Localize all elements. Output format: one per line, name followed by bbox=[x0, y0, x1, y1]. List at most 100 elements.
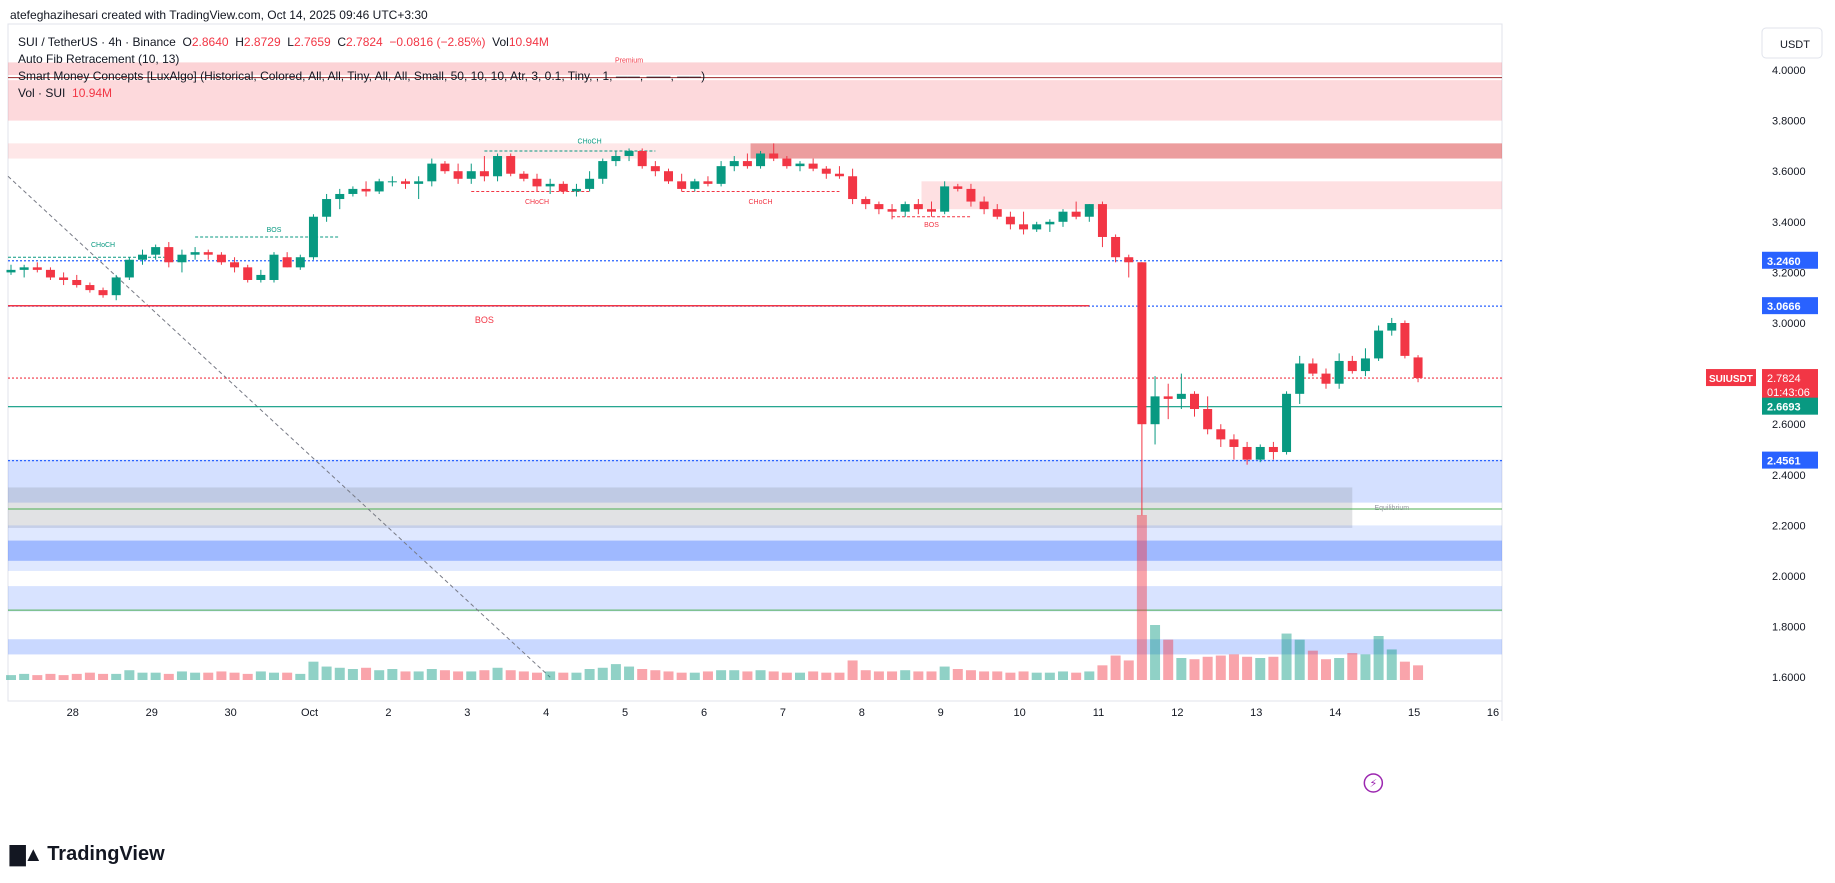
volume-bar bbox=[1347, 653, 1358, 680]
volume-bar bbox=[400, 671, 411, 680]
volume-bar bbox=[1031, 672, 1042, 680]
candle-body bbox=[269, 254, 279, 280]
volume-bar bbox=[597, 667, 608, 680]
candle-body bbox=[966, 188, 976, 202]
candle-body bbox=[1387, 323, 1397, 331]
volume-bar bbox=[768, 671, 779, 680]
price-tick-label: 3.4000 bbox=[1772, 217, 1806, 229]
volume-bar bbox=[1018, 671, 1029, 680]
discount-zone-2 bbox=[8, 639, 1502, 655]
order-block-bullish bbox=[8, 540, 1502, 561]
candle-body bbox=[1097, 204, 1107, 237]
chart-credit: atefeghazihesari created with TradingVie… bbox=[10, 8, 428, 22]
volume-bar bbox=[624, 666, 635, 680]
candle-body bbox=[558, 183, 568, 192]
candle-body bbox=[256, 274, 266, 280]
volume-bar bbox=[137, 672, 148, 680]
volume-bar bbox=[584, 669, 595, 680]
candle-body bbox=[45, 269, 55, 278]
price-tick-label: 2.2000 bbox=[1772, 520, 1806, 532]
candle-body bbox=[637, 150, 647, 167]
candle-body bbox=[887, 209, 897, 212]
smc-label: BOS bbox=[267, 227, 282, 234]
price-level-label: 2.4561 bbox=[1767, 456, 1801, 468]
candle-body bbox=[1019, 224, 1029, 230]
volume-bar bbox=[124, 670, 135, 680]
symbol-title: SUI / TetherUS · 4h · Binance bbox=[18, 35, 176, 49]
low-label: L bbox=[287, 35, 294, 49]
symbol-tag-label: SUIUSDT bbox=[1709, 374, 1753, 385]
volume-bar bbox=[1189, 659, 1200, 680]
volume-bar bbox=[308, 661, 319, 680]
candle-body bbox=[1111, 236, 1121, 258]
tradingview-logo[interactable]: ▇▲ TradingView bbox=[10, 842, 165, 867]
smc-label: Equilibrium bbox=[1374, 505, 1409, 512]
price-level-tag bbox=[1762, 397, 1818, 415]
volume-bar bbox=[729, 670, 740, 680]
volume-bar bbox=[1242, 656, 1253, 680]
candle-body bbox=[124, 259, 134, 278]
candle-body bbox=[992, 209, 1002, 217]
volume-bar bbox=[387, 669, 398, 680]
volume-bar bbox=[1307, 650, 1318, 680]
open-label: O bbox=[182, 35, 192, 49]
time-tick-label: 8 bbox=[859, 707, 865, 719]
candle-body bbox=[1400, 323, 1410, 356]
volume-bar bbox=[1360, 654, 1371, 680]
volume-bar bbox=[426, 669, 437, 680]
price-level-label: 3.0666 bbox=[1767, 301, 1801, 313]
candle-body bbox=[782, 158, 792, 167]
bar-countdown: 01:43:06 bbox=[1767, 387, 1810, 399]
candle-body bbox=[322, 199, 332, 217]
volume-bar bbox=[1084, 671, 1095, 680]
candle-body bbox=[940, 186, 950, 212]
candle-body bbox=[848, 176, 858, 200]
volume-bar bbox=[84, 672, 95, 680]
candle-body bbox=[111, 277, 121, 296]
indicator-fib-row[interactable]: Auto Fib Retracement (10, 13) bbox=[18, 52, 180, 66]
candle-body bbox=[506, 156, 516, 174]
candle-body bbox=[1347, 360, 1357, 372]
volume-bar bbox=[32, 675, 43, 680]
candle-body bbox=[821, 168, 831, 174]
currency-label: USDT bbox=[1780, 39, 1810, 51]
candle-body bbox=[308, 216, 318, 258]
symbol-legend-row[interactable]: SUI / TetherUS · 4h · Binance O2.8640 H2… bbox=[18, 34, 705, 51]
candle-body bbox=[1005, 216, 1015, 225]
candle-body bbox=[335, 193, 345, 200]
low-value: 2.7659 bbox=[293, 35, 331, 49]
volume-bar bbox=[1110, 655, 1121, 680]
volume-bar bbox=[532, 672, 542, 680]
volume-legend-row[interactable]: Vol · SUI 10.94M bbox=[18, 85, 705, 102]
last-price-label: 2.7824 bbox=[1767, 373, 1801, 385]
candle-body bbox=[1176, 393, 1186, 399]
volume-bar bbox=[795, 672, 805, 680]
candle-body bbox=[295, 257, 305, 268]
volume-bar bbox=[1202, 656, 1213, 680]
candle-body bbox=[164, 247, 174, 263]
volume-bar bbox=[742, 671, 753, 680]
price-level-label: 2.6693 bbox=[1767, 402, 1801, 414]
volume-bar bbox=[545, 671, 556, 680]
volume-bar bbox=[1136, 515, 1147, 680]
time-tick-label: 14 bbox=[1329, 707, 1341, 719]
candle-body bbox=[387, 181, 397, 183]
time-tick-label: 10 bbox=[1013, 707, 1025, 719]
currency-button bbox=[1761, 27, 1823, 59]
volume-bar bbox=[1058, 671, 1068, 680]
price-tick-label: 4.0000 bbox=[1772, 65, 1806, 77]
price-level-tag bbox=[1762, 451, 1818, 469]
volume-bar bbox=[334, 667, 345, 680]
candle-body bbox=[493, 156, 503, 177]
volume-bar bbox=[1399, 661, 1410, 680]
candle-body bbox=[834, 173, 844, 177]
volume-bar bbox=[887, 671, 898, 680]
volume-bar bbox=[45, 673, 56, 680]
candle-body bbox=[690, 181, 700, 189]
price-level-tag bbox=[1762, 297, 1818, 315]
volume-bar bbox=[1150, 625, 1161, 680]
indicator-smc-row[interactable]: Smart Money Concepts [LuxAlgo] (Historic… bbox=[18, 69, 706, 83]
price-tick-label: 2.6000 bbox=[1772, 419, 1806, 431]
time-tick-label: 12 bbox=[1171, 707, 1183, 719]
